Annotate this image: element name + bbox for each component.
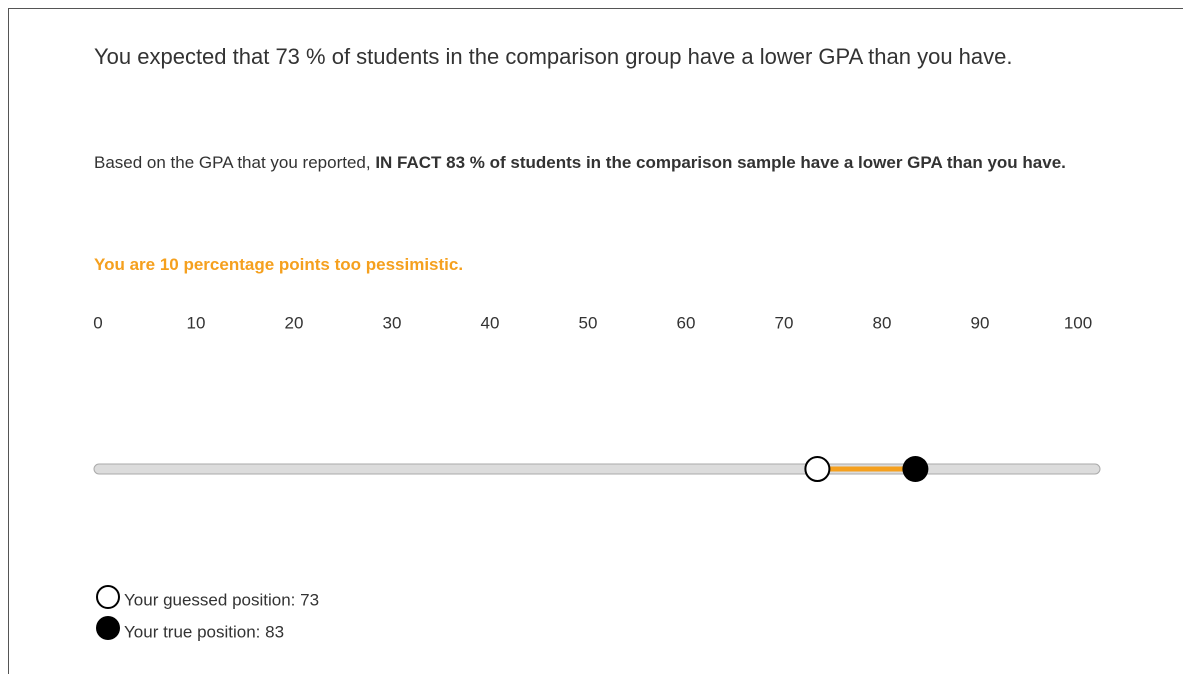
legend-guess: Your guessed position: 73 <box>124 590 319 609</box>
fact-intro: Based on the GPA that you reported, <box>94 153 371 172</box>
tick-label: 50 <box>579 313 598 332</box>
legend-guess-icon <box>96 585 120 609</box>
guess-marker <box>804 456 831 482</box>
frame <box>8 8 1183 674</box>
verdict-text: You are 10 percentage points too pessimi… <box>94 255 464 274</box>
true-marker <box>902 456 929 482</box>
tick-label: 20 <box>285 313 304 332</box>
tick-label: 100 <box>1064 313 1092 332</box>
legend-true-icon <box>96 616 120 640</box>
tick-label: 70 <box>775 313 794 332</box>
tick-label: 0 <box>93 313 102 332</box>
tick-label: 40 <box>481 313 500 332</box>
expectation-text: You expected that 73 % of students in th… <box>94 44 1013 69</box>
legend-true: Your true position: 83 <box>124 622 284 641</box>
tick-label: 30 <box>383 313 402 332</box>
slider-track <box>93 463 1101 475</box>
tick-label: 80 <box>873 313 892 332</box>
fact-bold: IN FACT 83 % of students in the comparis… <box>375 153 1066 172</box>
fact-text: Based on the GPA that you reported, IN F… <box>94 145 1084 181</box>
tick-label: 10 <box>187 313 206 332</box>
tick-label: 60 <box>677 313 696 332</box>
tick-label: 90 <box>971 313 990 332</box>
